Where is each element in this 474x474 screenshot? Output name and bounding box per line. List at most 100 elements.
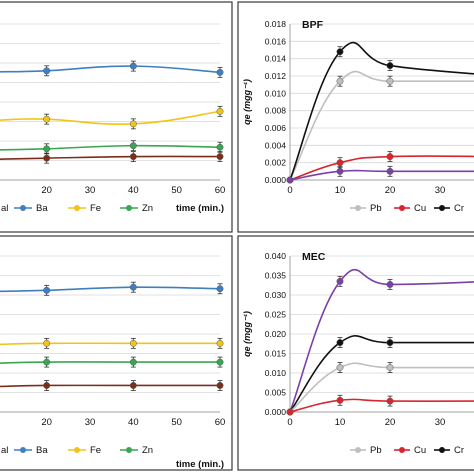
x-axis-label: time (min.) [176,459,224,470]
legend-marker [399,205,405,211]
legend-label: Ba [36,445,48,456]
x-tick-label: 60 [215,417,226,428]
series-line [289,268,474,413]
x-tick-label: 50 [171,185,182,196]
series-line [0,65,221,74]
x-tick-label: 0 [287,417,292,428]
x-tick-label: 20 [385,417,396,428]
data-point [43,358,51,366]
data-point [129,283,137,291]
data-point [386,77,394,85]
data-point [129,120,137,128]
x-tick-label: 30 [85,417,96,428]
data-point [336,339,344,347]
data-point [129,153,137,161]
x-tick-label: 40 [128,417,139,428]
x-tick-label: 10 [335,185,346,196]
legend-marker [74,447,80,453]
data-point [43,115,51,123]
series-line [0,384,220,388]
data-point [336,48,344,56]
y-tick-label: 0.030 [265,290,287,300]
data-point [43,382,51,389]
x-tick-label: 30 [85,185,96,196]
legend-marker [439,447,445,453]
y-axis-label: qe (mgg⁻¹) [242,311,252,357]
data-point [286,176,294,184]
legend-label: Zn [142,203,153,214]
data-point [386,62,394,70]
panel-frame [0,1,233,233]
data-point [336,364,344,371]
data-point [336,159,344,167]
data-point [43,67,51,75]
panel-title: MEC [302,251,326,263]
x-tick-label: 50 [171,417,182,428]
y-tick-label: 0.000 [265,175,287,185]
legend-label: Cu [414,445,426,456]
legend-marker [126,447,132,453]
y-tick-label: 0.010 [265,88,287,98]
panel-frame [237,1,474,233]
legend-label: Zn [142,445,153,456]
x-tick-label: 20 [41,185,52,196]
legend-marker [20,447,26,453]
data-point [43,154,51,162]
legend-marker [355,447,361,453]
legend-marker [355,205,361,211]
data-point [129,62,137,70]
data-point [216,382,224,389]
legend-marker [439,205,445,211]
data-point [216,68,224,76]
data-point [129,339,137,347]
y-tick-label: 0.006 [265,123,287,133]
data-point [216,358,224,366]
legend-label: Ba [36,203,48,214]
data-point [129,358,137,366]
data-point [216,153,224,161]
panel-frame [237,235,474,471]
series-line [289,41,474,181]
series-line [289,398,474,413]
panel-top-left: 20 30 40 50 60 time (min.) al Ba Fe Zn [0,1,233,233]
data-point [386,364,394,371]
panel-frame [0,235,233,471]
series-line [0,110,221,125]
x-tick-label: 20 [385,185,396,196]
data-point [386,397,394,405]
legend-marker [74,205,80,211]
panel-bottom-right: 0.000 0.005 0.010 0.015 0.020 0.025 0.030 0.035… [237,235,474,471]
data-point [216,285,224,293]
series-line [289,70,474,181]
data-point [216,339,224,347]
y-tick-label: 0.005 [265,388,287,398]
y-tick-label: 0.014 [265,54,287,64]
series-line [0,361,220,364]
y-tick-label: 0.040 [265,251,287,261]
series-line [289,334,474,413]
y-tick-label: 0.035 [265,271,287,281]
x-tick-label: 30 [435,185,446,196]
legend-label: al [1,203,8,214]
data-point [129,142,137,150]
legend-label: Fe [90,445,101,456]
y-tick-label: 0.010 [265,368,287,378]
x-axis-label: time (min.) [176,203,224,214]
data-point [216,143,224,151]
series-line [289,155,474,181]
legend-label: Cu [414,203,426,214]
data-point [386,153,394,161]
x-tick-label: 20 [41,417,52,428]
data-point [43,145,51,153]
data-point [386,167,394,175]
panel-bottom-left: 20 30 40 50 60 time (min.) al Ba Fe Zn [0,235,233,471]
data-point [386,281,394,288]
y-tick-label: 0.015 [265,349,287,359]
x-tick-label: 30 [435,417,446,428]
legend-label: Fe [90,203,101,214]
legend-label: Pb [370,445,382,456]
y-tick-label: 0.000 [265,407,287,417]
series-line [289,169,474,181]
y-tick-label: 0.012 [265,71,287,81]
